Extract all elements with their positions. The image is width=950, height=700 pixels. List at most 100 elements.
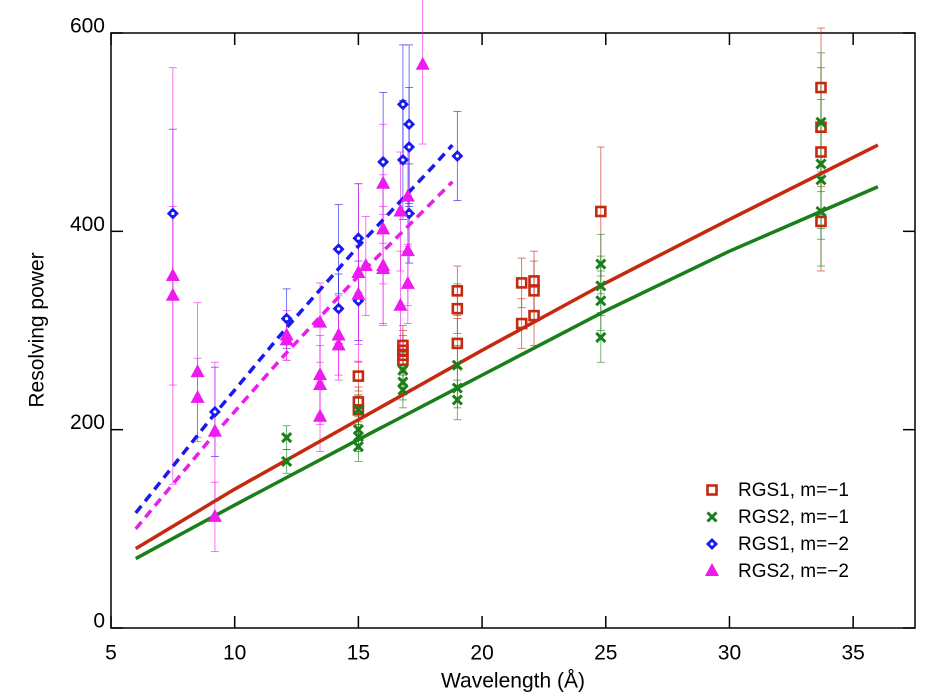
marker-triangle — [279, 332, 294, 346]
marker-square — [515, 277, 528, 289]
marker-stroke — [595, 295, 607, 307]
point — [396, 98, 409, 111]
plot-frame — [110, 32, 916, 629]
marker-triangle — [358, 258, 373, 272]
marker-triangle — [207, 508, 222, 522]
marker-center — [336, 307, 341, 311]
model-curve — [134, 143, 879, 551]
error-bar — [517, 298, 526, 349]
point — [351, 264, 366, 278]
marker-stroke — [815, 174, 827, 186]
point — [815, 158, 827, 170]
point — [208, 405, 221, 418]
point — [376, 261, 391, 275]
marker-stroke — [706, 511, 718, 523]
point — [397, 364, 409, 376]
marker-square — [451, 302, 464, 315]
point — [815, 81, 827, 94]
point — [352, 232, 365, 245]
marker-stroke — [595, 331, 607, 344]
marker-triangle — [165, 287, 180, 301]
marker-triangle — [351, 264, 366, 278]
marker-center — [407, 145, 411, 149]
point — [331, 337, 346, 351]
point — [595, 295, 607, 307]
marker-center — [336, 247, 341, 251]
marker-triangle — [190, 364, 205, 378]
marker-center — [381, 160, 385, 164]
point — [515, 277, 528, 289]
point — [313, 367, 328, 381]
point — [377, 155, 390, 168]
point — [332, 243, 345, 256]
marker-triangle — [400, 243, 415, 257]
point — [403, 141, 416, 154]
model-curve — [134, 185, 879, 561]
point — [451, 149, 464, 162]
marker-center — [710, 542, 714, 546]
marker-stroke — [352, 440, 364, 453]
legend-marker — [706, 511, 718, 523]
marker-square — [528, 285, 540, 297]
marker-center — [213, 410, 217, 414]
point — [393, 297, 408, 311]
point — [207, 508, 222, 522]
point — [165, 267, 180, 281]
marker-stroke — [281, 455, 293, 467]
marker-triangle — [190, 389, 205, 403]
point — [351, 286, 366, 300]
marker-triangle — [331, 327, 346, 341]
point — [451, 394, 463, 406]
point — [279, 332, 294, 346]
marker-square — [451, 337, 464, 350]
x-tick-label: 25 — [594, 642, 617, 665]
marker-triangle — [376, 221, 391, 235]
point — [190, 389, 205, 403]
marker-stroke — [815, 205, 827, 218]
marker-center — [356, 236, 360, 240]
legend-label: RGS2, m=−1 — [738, 507, 849, 528]
point — [280, 312, 293, 325]
marker-triangle — [313, 314, 328, 328]
legend-marker — [706, 484, 718, 496]
point — [528, 309, 540, 322]
marker-square — [815, 81, 827, 94]
point — [396, 153, 409, 166]
point — [595, 331, 607, 344]
point — [397, 354, 409, 367]
point — [595, 205, 607, 218]
point — [451, 302, 464, 315]
point — [313, 377, 328, 391]
marker-square — [397, 354, 409, 367]
x-tick-label: 35 — [841, 642, 864, 665]
marker-triangle — [313, 367, 328, 381]
marker-triangle — [400, 275, 415, 289]
marker-center — [407, 211, 411, 216]
marker-center — [285, 317, 289, 321]
point — [352, 404, 364, 416]
point — [397, 384, 409, 396]
marker-square — [706, 484, 718, 496]
marker-triangle — [393, 297, 408, 311]
point — [331, 327, 346, 341]
marker-stroke — [352, 404, 364, 416]
point — [352, 431, 364, 443]
marker-triangle — [376, 261, 391, 275]
point — [166, 207, 179, 220]
marker-triangle — [376, 175, 391, 189]
marker-triangle — [400, 188, 415, 202]
legend-label: RGS1, m=−2 — [738, 534, 849, 555]
point — [281, 455, 293, 467]
point — [352, 440, 364, 453]
marker-stroke — [397, 364, 409, 376]
point — [376, 221, 391, 235]
marker-triangle — [705, 563, 719, 576]
marker-center — [401, 102, 405, 106]
point — [190, 364, 205, 378]
marker-stroke — [451, 394, 463, 406]
marker-square — [595, 205, 607, 218]
y-axis-label: Resolving power — [26, 252, 49, 407]
point — [352, 370, 365, 382]
marker-center — [356, 299, 360, 303]
